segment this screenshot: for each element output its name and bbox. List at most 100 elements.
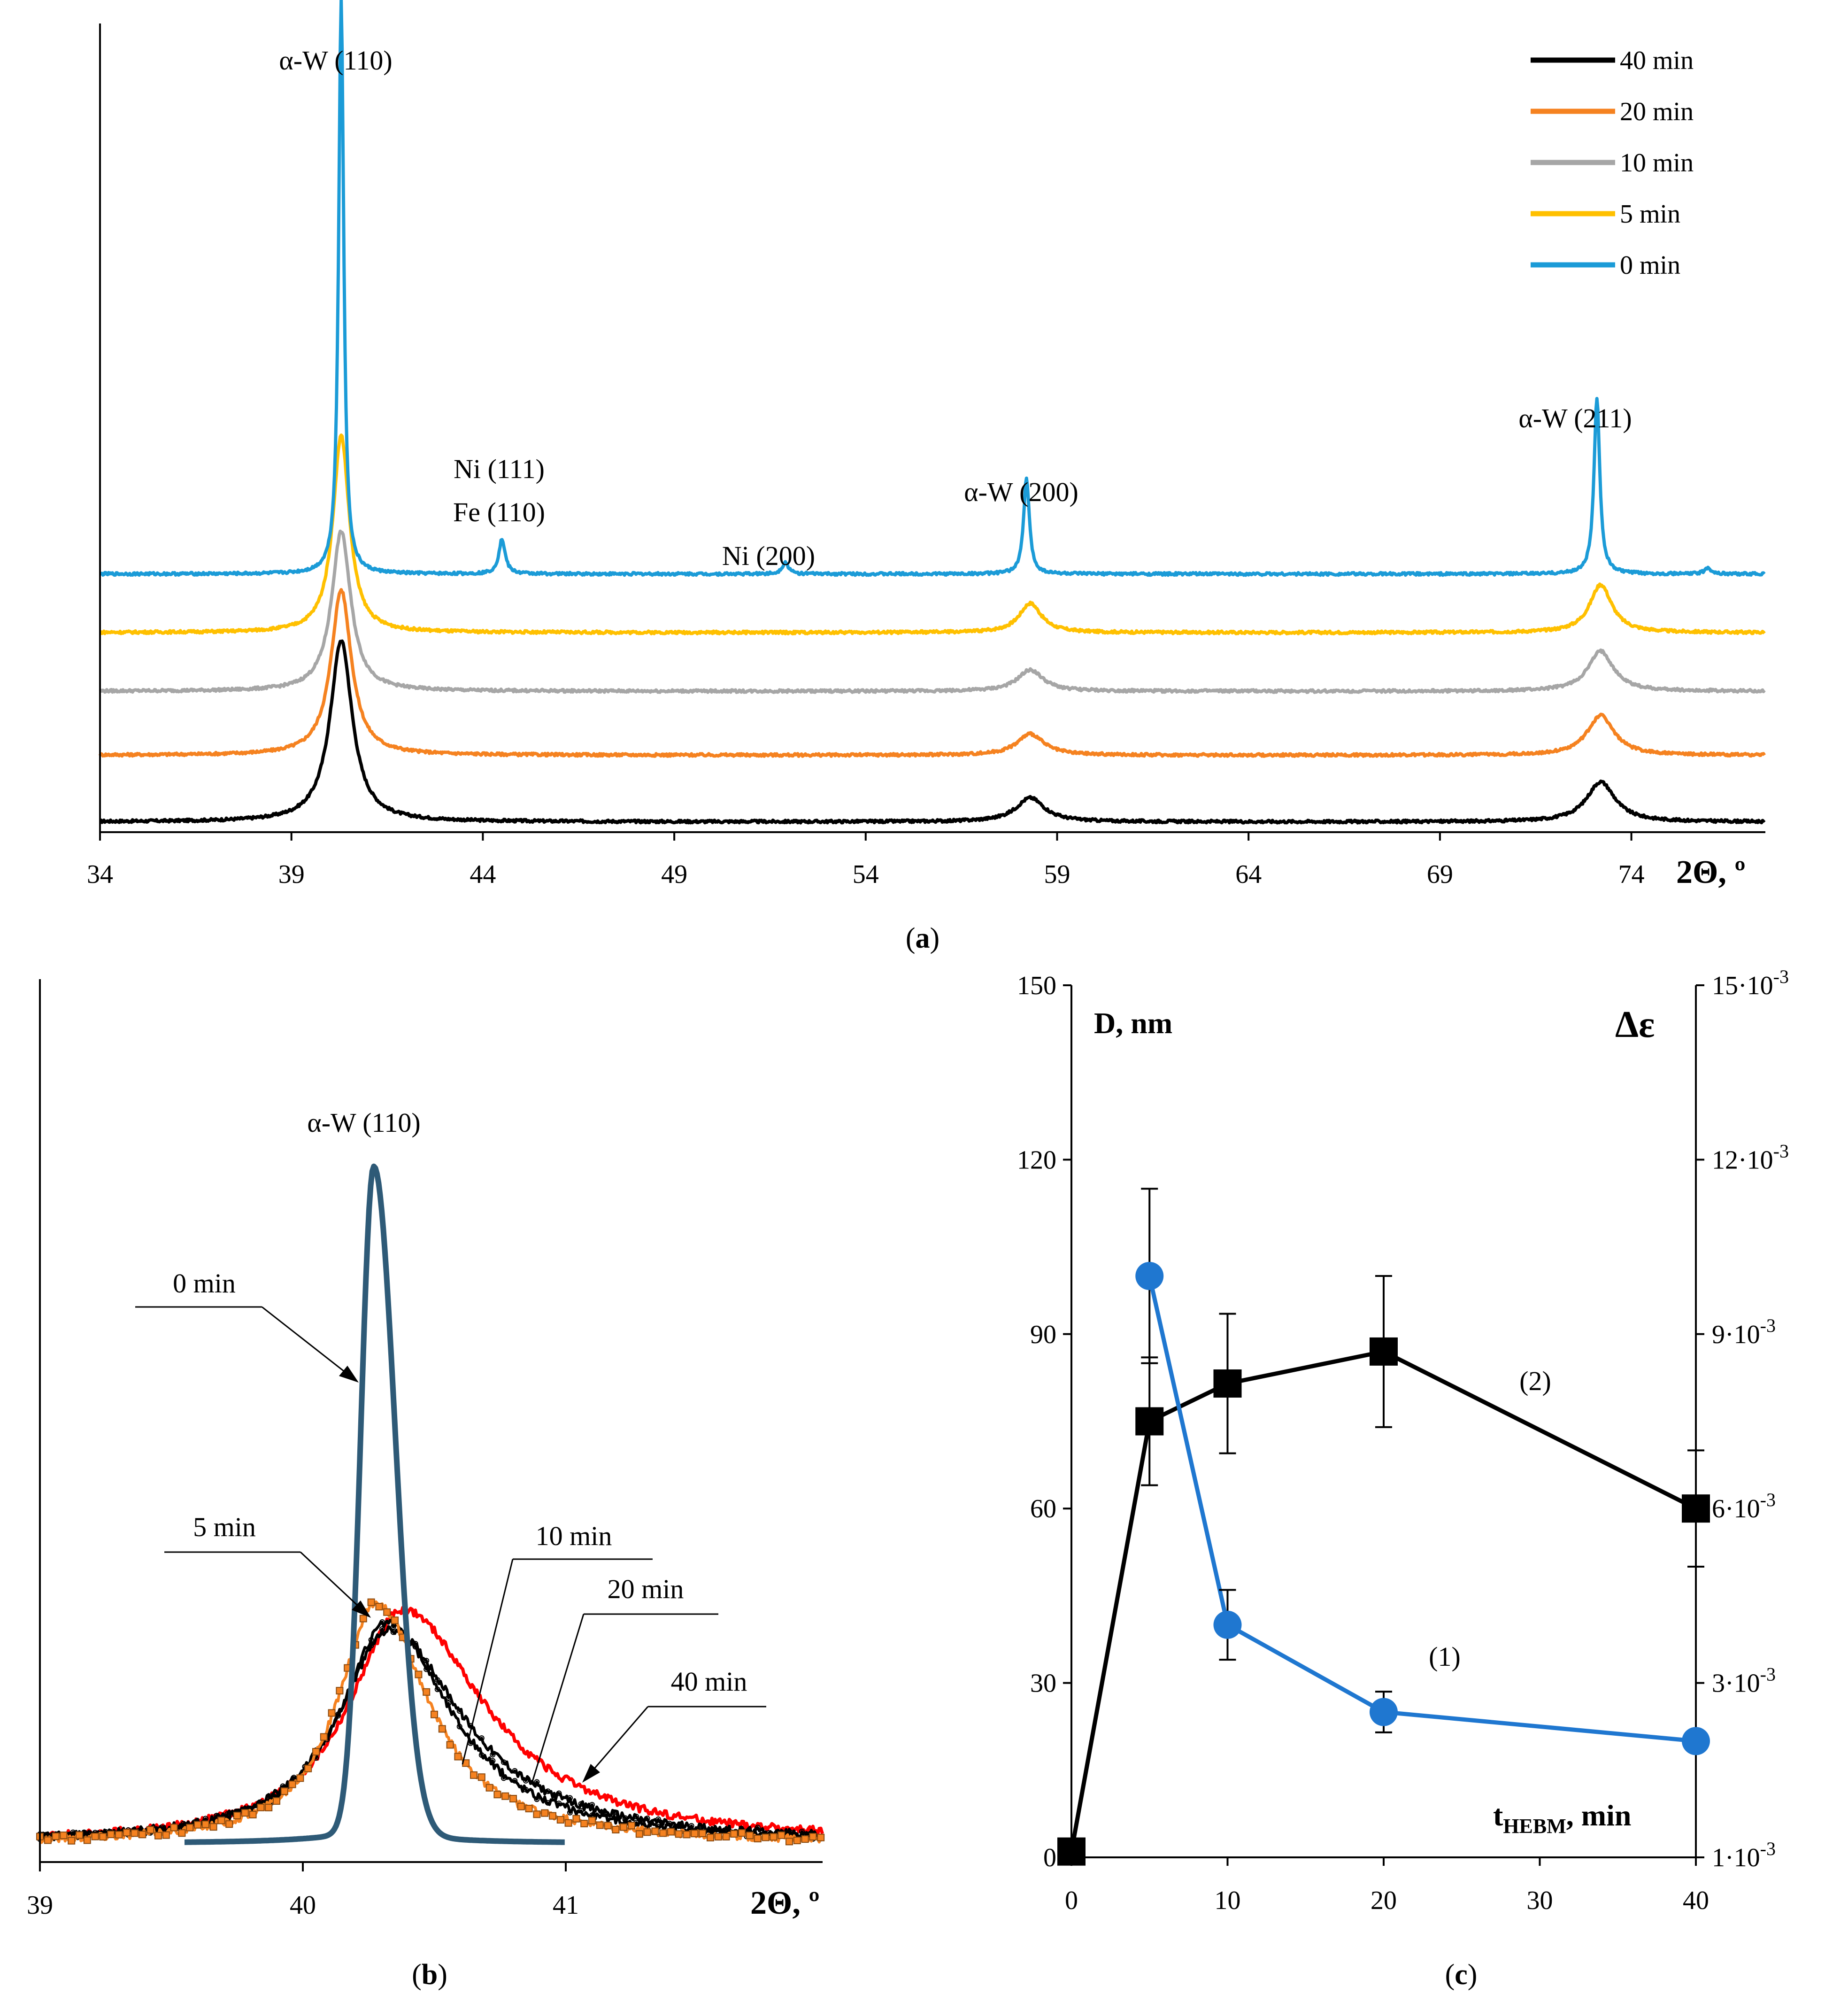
panel-b-5min-marker xyxy=(470,1771,477,1779)
panel-b-5min-marker xyxy=(52,1832,60,1840)
panel-a-ann-w110: α-W (110) xyxy=(279,45,392,76)
panel-b-series-20-min xyxy=(39,1625,823,1841)
panel-b-marker xyxy=(545,1788,551,1794)
panel-b-5min-marker xyxy=(533,1810,541,1818)
panel-b-marker xyxy=(611,1813,617,1819)
panel-b-marker xyxy=(644,1816,650,1822)
panel-c-x-tick-label: 10 xyxy=(1215,1886,1241,1915)
panel-b-marker xyxy=(678,1823,684,1829)
panel-a-x-ticks: 34 39 44 49 54 59 64 69 74 xyxy=(87,832,1645,889)
panel-b-5min-marker xyxy=(99,1833,107,1841)
panel-a-xrd-patterns: 34 39 44 49 54 59 64 69 74 2Θ, º α-W (110) Ni (1… xyxy=(87,0,1766,954)
panel-b-marker xyxy=(424,1666,430,1672)
panel-b-marker xyxy=(180,1821,186,1827)
panel-b-marker xyxy=(578,1808,584,1814)
panel-a-tick-label: 59 xyxy=(1044,860,1070,889)
panel-b-5min-marker xyxy=(194,1821,201,1829)
panel-b-5min-marker xyxy=(131,1829,139,1837)
panel-b-5min-marker xyxy=(209,1823,217,1831)
panel-b-marker xyxy=(390,1629,396,1635)
panel-c-point-2 xyxy=(1135,1407,1164,1436)
panel-b-label-20min: 20 min xyxy=(531,1574,718,1785)
panel-b-marker xyxy=(390,1624,396,1630)
panel-b-5min-marker xyxy=(431,1710,438,1718)
panel-b-5min-marker xyxy=(178,1829,186,1837)
panel-b-marker xyxy=(478,1752,485,1758)
panel-b-5min-marker xyxy=(691,1830,699,1838)
panel-c-yl-tick-label: 90 xyxy=(1030,1320,1056,1349)
panel-b-marker xyxy=(567,1809,573,1816)
panel-b-marker xyxy=(666,1820,672,1826)
panel-a-series-10-min xyxy=(99,529,1766,694)
panel-b-5min-marker xyxy=(501,1792,509,1800)
panel-b-5min-marker xyxy=(564,1819,572,1827)
panel-b-marker xyxy=(512,1778,518,1784)
panel-b-marker xyxy=(446,1701,452,1707)
panel-a-tick-label: 74 xyxy=(1618,860,1645,889)
panel-b-marker xyxy=(500,1759,507,1765)
panel-b-marker xyxy=(214,1813,220,1819)
panel-b-5min-marker xyxy=(328,1709,336,1717)
panel-b-5min-marker xyxy=(714,1833,722,1841)
panel-b-caption: (b) xyxy=(412,1959,447,1991)
panel-b-5min-marker xyxy=(383,1608,391,1616)
panel-b-marker xyxy=(567,1795,573,1801)
panel-b-5min-marker xyxy=(612,1826,620,1834)
panel-a-tick-label: 44 xyxy=(470,860,496,889)
panel-c-yl-tick-label: 120 xyxy=(1017,1145,1056,1175)
panel-b-5min-marker xyxy=(249,1810,257,1818)
panel-c-point-2 xyxy=(1057,1837,1086,1866)
panel-a-legend-label: 10 min xyxy=(1620,148,1694,178)
panel-b-5min-marker xyxy=(76,1831,83,1839)
panel-c-yr-tick-exp: -3 xyxy=(1760,1664,1776,1685)
panel-c-x-tick-label: 40 xyxy=(1683,1886,1709,1915)
panel-c-xlabel-sub: HEBM xyxy=(1503,1815,1566,1838)
panel-b-marker xyxy=(799,1828,805,1834)
panel-b-5min-marker xyxy=(91,1832,99,1840)
panel-b-5min-marker xyxy=(296,1774,304,1782)
panel-c-series-group xyxy=(1057,1188,1710,1866)
panel-b-w110-peak: 39 40 41 2Θ, º α-W (110) 0 min 5 min 10 mi… xyxy=(27,979,825,1991)
panel-b-tick-label: 39 xyxy=(27,1891,53,1920)
panel-a-series-0-min xyxy=(99,0,1766,577)
panel-a-ann-ni111: Ni (111) xyxy=(454,454,545,484)
panel-a-ann-ni200: Ni (200) xyxy=(722,541,815,571)
panel-b-marker xyxy=(534,1779,540,1785)
panel-b-5min-marker xyxy=(556,1816,564,1824)
panel-b-5min-marker xyxy=(525,1805,533,1813)
panel-b-5min-marker xyxy=(115,1831,123,1839)
panel-b-marker xyxy=(70,1829,76,1835)
panel-b-5min-marker xyxy=(359,1615,367,1623)
panel-b-5min-marker xyxy=(454,1753,462,1761)
panel-b-5min-marker xyxy=(423,1688,431,1696)
panel-c-point-1 xyxy=(1135,1262,1164,1290)
panel-b-series-group xyxy=(36,1163,825,1846)
panel-b-5min-marker xyxy=(793,1837,801,1845)
panel-a-ann-w200: α-W (200) xyxy=(964,477,1078,507)
panel-b-marker xyxy=(512,1768,518,1774)
panel-b-5min-marker xyxy=(659,1829,667,1837)
panel-b-label-0min: 0 min xyxy=(135,1268,359,1383)
panel-b-5min-marker xyxy=(580,1819,588,1827)
panel-b-5min-marker xyxy=(817,1833,825,1841)
panel-b-5min-marker xyxy=(785,1838,793,1846)
panel-b-label-10min: 10 min xyxy=(462,1521,653,1765)
panel-b-5min-marker xyxy=(438,1725,446,1733)
panel-a-tick-label: 49 xyxy=(661,860,687,889)
panel-b-5min-marker xyxy=(280,1787,288,1795)
panel-b-marker xyxy=(622,1816,628,1823)
panel-b-series-0-min xyxy=(183,1163,566,1845)
panel-c-yl-tick-label: 150 xyxy=(1017,971,1056,1000)
panel-b-5min-marker xyxy=(336,1687,344,1695)
panel-c-series-2-label: (2) xyxy=(1519,1366,1551,1396)
panel-a-ann-fe110: Fe (110) xyxy=(453,497,545,527)
panel-c-caption: (c) xyxy=(1445,1959,1478,1991)
panel-c-size-strain: 0 10 20 30 40 0 1·10-3 30 3·10-3 60 6·10-3 90 9·10-3… xyxy=(1017,966,1789,1991)
panel-b-label-10min-text: 10 min xyxy=(536,1521,612,1551)
panel-b-marker xyxy=(456,1724,462,1730)
panel-b-marker xyxy=(335,1713,341,1719)
panel-a-legend-label: 5 min xyxy=(1620,200,1680,229)
panel-b-5min-marker xyxy=(225,1820,233,1828)
panel-b-5min-marker xyxy=(186,1824,194,1832)
panel-b-marker xyxy=(545,1800,551,1806)
